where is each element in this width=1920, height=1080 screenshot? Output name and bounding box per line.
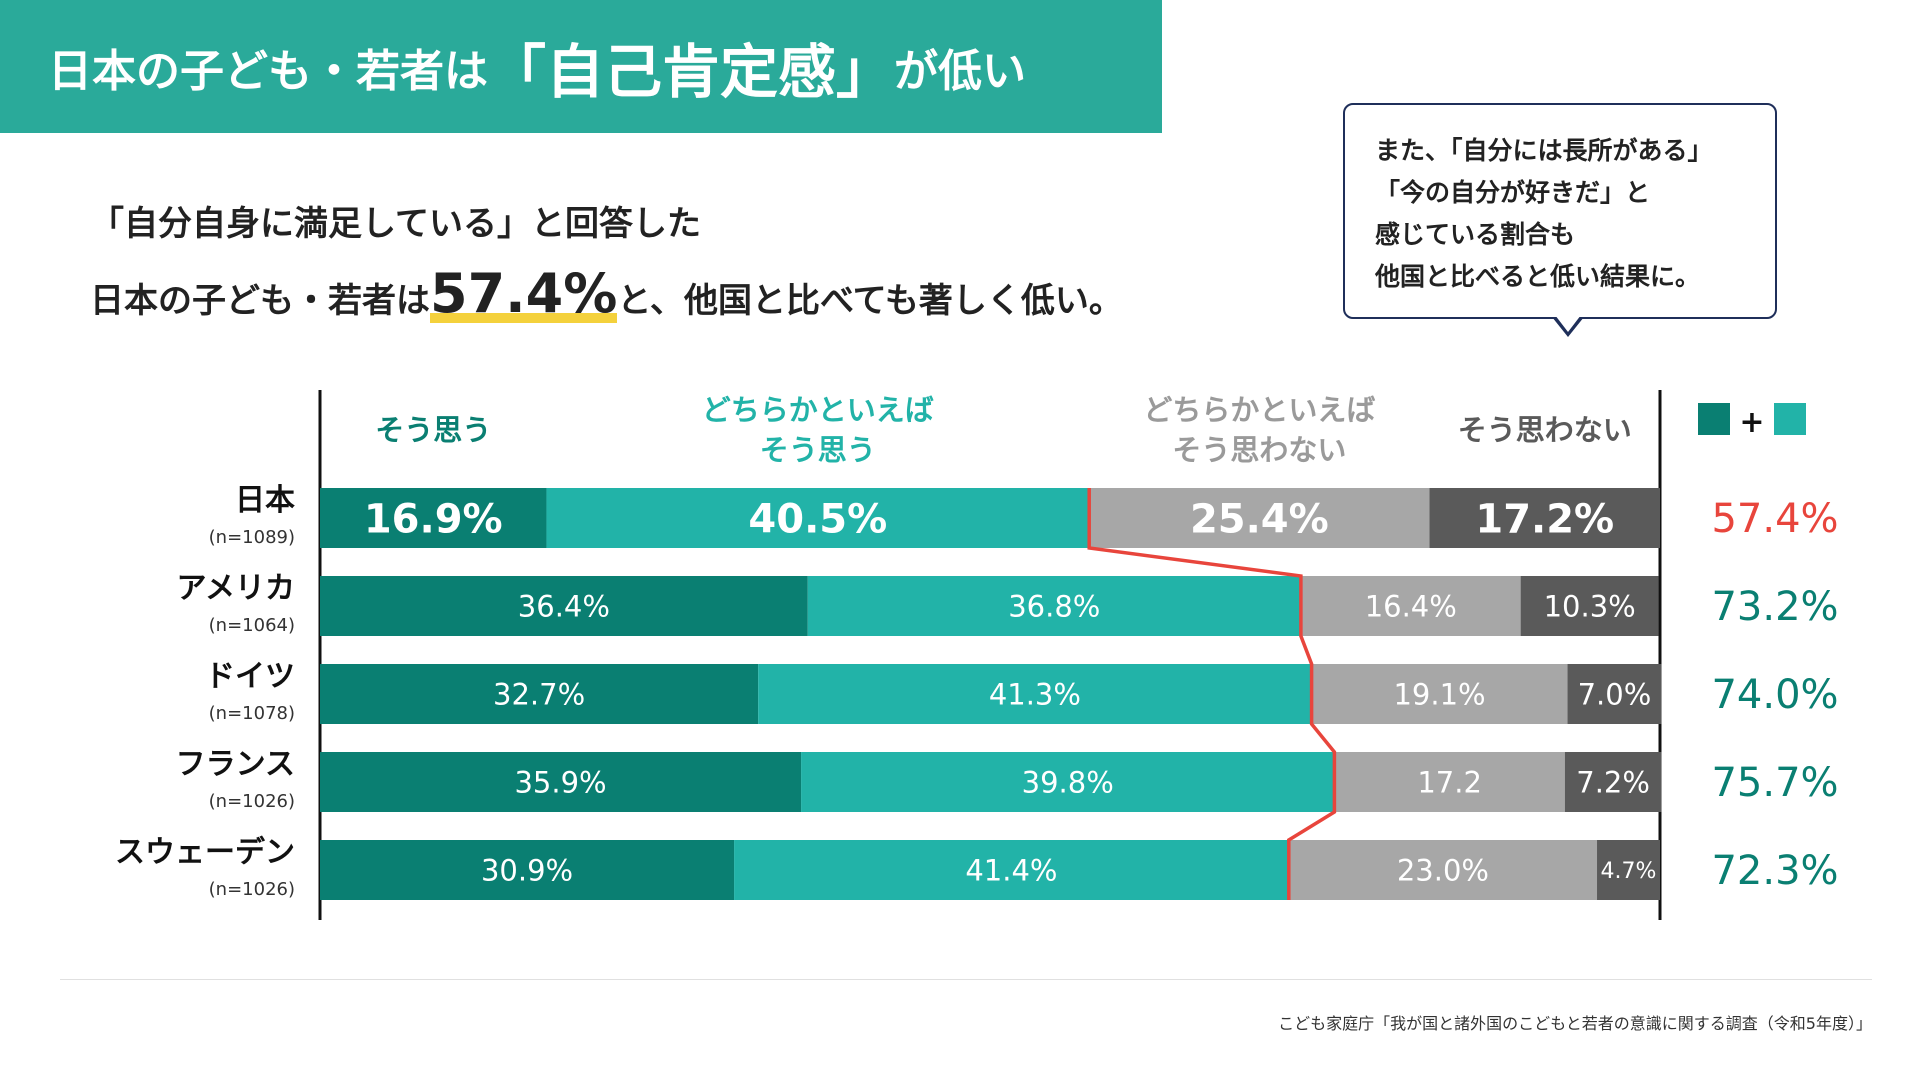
series-header-label: そう思わない — [1458, 413, 1632, 447]
subtitle-highlight-value: 57.4% — [430, 262, 618, 325]
bar-value-label: 36.8% — [1008, 589, 1100, 623]
bar-value-label: 35.9% — [514, 765, 606, 799]
bar-segment — [1520, 576, 1659, 636]
series-header-label: そう思う — [760, 433, 876, 467]
bar-segment — [801, 752, 1335, 812]
category-label: ドイツ — [205, 659, 295, 694]
positive-boundary-line — [1087, 488, 1337, 900]
bar-value-label: 7.0% — [1578, 677, 1652, 711]
bar-value-label: 41.4% — [965, 853, 1057, 887]
title-part1: 日本の子ども・若者は — [48, 45, 488, 97]
subtitle-line2: 日本の子ども・若者は57.4%と、他国と比べても著しく低い。 — [90, 262, 1123, 325]
bar-value-label: 36.4% — [518, 589, 610, 623]
subtitle-line2-suffix: と、他国と比べても著しく低い。 — [617, 281, 1123, 321]
bar-segment — [546, 488, 1090, 548]
bar-segment — [1567, 664, 1662, 724]
bar-value-label: 10.3% — [1544, 589, 1636, 623]
callout-line: また、「自分には長所がある」 — [1375, 136, 1713, 165]
bar-segment — [1564, 752, 1662, 812]
bar-segment — [1288, 840, 1598, 900]
bar-value-label: 39.8% — [1022, 765, 1114, 799]
bar-value-label: 32.7% — [493, 677, 585, 711]
bar-segment — [1597, 840, 1660, 900]
bar-value-label: 25.4% — [1190, 496, 1329, 542]
bar-segment — [320, 664, 759, 724]
bar-segment — [320, 840, 735, 900]
legend-swatch-dark — [1698, 403, 1730, 435]
footer-divider — [60, 979, 1872, 980]
bar-value-label: 40.5% — [748, 496, 887, 542]
callout-box: また、「自分には長所がある」 「今の自分が好きだ」と 感じている割合も 他国と比… — [1343, 103, 1777, 319]
bar-segment — [1089, 488, 1430, 548]
bar-value-label: 16.9% — [364, 496, 503, 542]
callout-line: 感じている割合も — [1375, 220, 1576, 249]
total-value-label: 73.2% — [1711, 584, 1838, 630]
total-value-label: 57.4% — [1711, 496, 1838, 542]
category-label: フランス — [176, 747, 295, 782]
bar-value-label: 19.1% — [1393, 677, 1485, 711]
bar-value-label: 23.0% — [1397, 853, 1489, 887]
bar-segment — [320, 752, 802, 812]
bar-segment — [320, 488, 547, 548]
bar-value-label: 41.3% — [989, 677, 1081, 711]
series-header-label: そう思わない — [1172, 433, 1346, 467]
callout-line: 「今の自分が好きだ」と — [1375, 178, 1651, 207]
bar-value-label: 30.9% — [481, 853, 573, 887]
sample-size-label: (n=1026) — [209, 791, 295, 812]
legend-swatch-light — [1774, 403, 1806, 435]
subtitle-line2-prefix: 日本の子ども・若者は — [90, 281, 430, 321]
series-header-label: どちらかといえば — [702, 393, 934, 427]
bar-segment — [1429, 488, 1660, 548]
sample-size-label: (n=1089) — [209, 527, 295, 548]
bar-segment — [758, 664, 1312, 724]
sample-size-label: (n=1026) — [209, 879, 295, 900]
title-part2: 「自己肯定感」 — [488, 37, 895, 106]
callout-tail-fill — [1555, 315, 1581, 332]
category-label: スウェーデン — [115, 835, 295, 870]
category-label: アメリカ — [177, 571, 296, 606]
bar-segment — [734, 840, 1289, 900]
bar-value-label: 17.2 — [1417, 765, 1482, 799]
bar-segment — [807, 576, 1301, 636]
series-header-label: そう思う — [375, 413, 491, 447]
total-value-label: 74.0% — [1711, 672, 1838, 718]
bar-segment — [1334, 752, 1565, 812]
bar-value-label: 17.2% — [1475, 496, 1614, 542]
title-banner: 日本の子ども・若者は 「自己肯定感」 が低い — [0, 0, 1162, 133]
legend-plus: + — [1739, 405, 1764, 440]
source-note: こども家庭庁「我が国と諸外国のこどもと若者の意識に関する調査（令和5年度）」 — [1278, 1014, 1872, 1033]
total-value-label: 72.3% — [1711, 848, 1838, 894]
bar-segment — [1311, 664, 1568, 724]
total-value-label: 75.7% — [1711, 760, 1838, 806]
bar-value-label: 7.2% — [1576, 765, 1650, 799]
series-header-label: どちらかといえば — [1143, 393, 1375, 427]
subtitle-line1: 「自分自身に満足している」と回答した — [90, 204, 701, 244]
category-label: 日本 — [235, 483, 295, 518]
bar-value-label: 16.4% — [1365, 589, 1457, 623]
bar-value-label: 4.7% — [1601, 859, 1657, 884]
bar-segment — [1300, 576, 1521, 636]
sample-size-label: (n=1078) — [209, 703, 295, 724]
callout-line: 他国と比べると低い結果に。 — [1375, 262, 1701, 291]
sample-size-label: (n=1064) — [209, 615, 295, 636]
title-part3: が低い — [894, 45, 1027, 97]
bar-segment — [320, 576, 808, 636]
